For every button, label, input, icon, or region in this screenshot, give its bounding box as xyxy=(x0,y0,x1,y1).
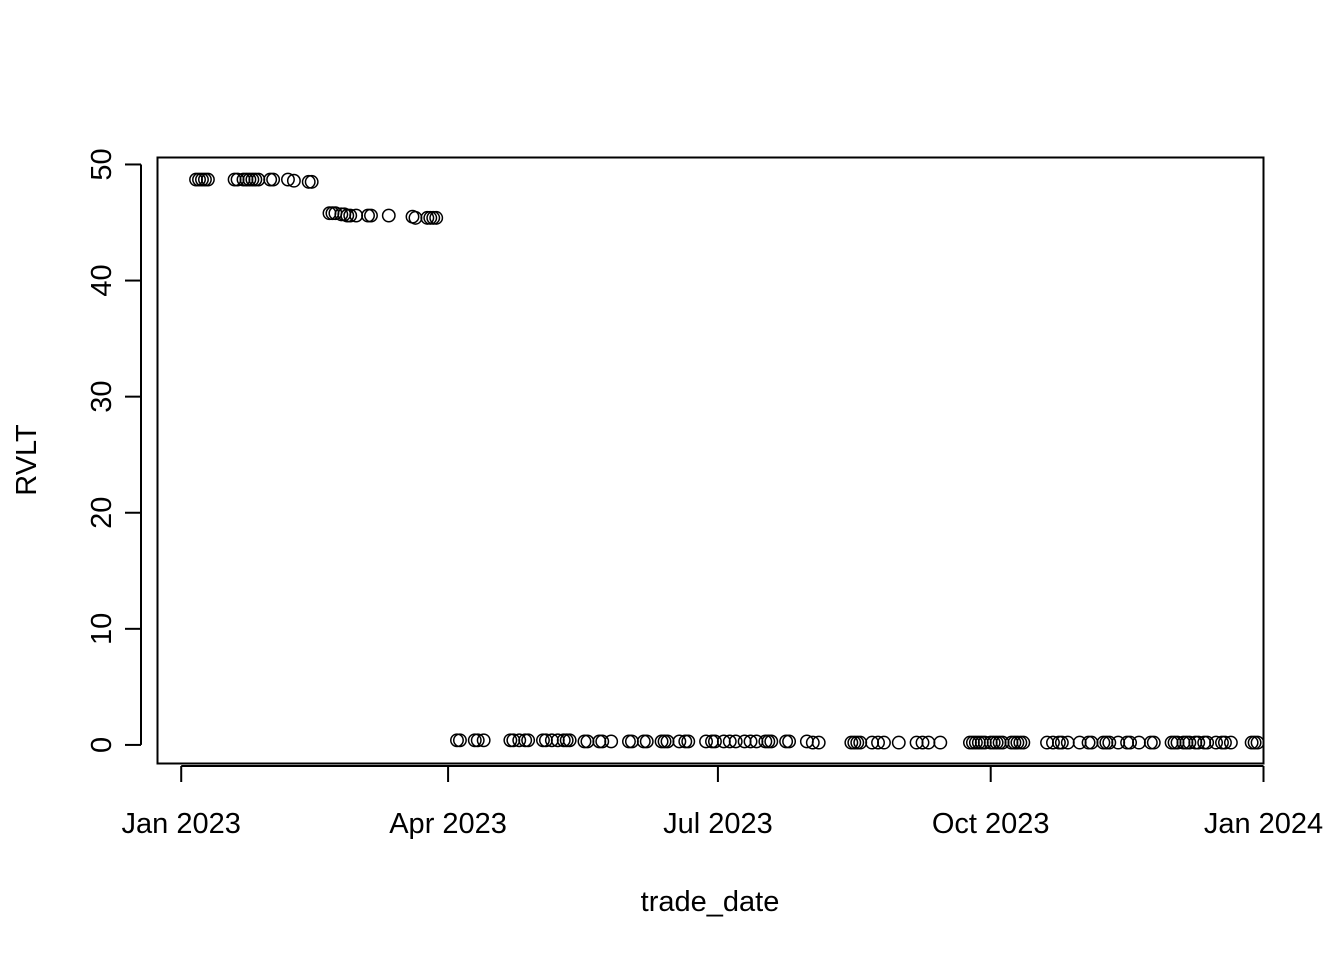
data-point xyxy=(381,208,396,223)
data-point xyxy=(286,173,301,188)
x-tick-label: Jan 2023 xyxy=(122,808,241,840)
data-point xyxy=(577,734,592,749)
data-point xyxy=(933,735,948,750)
data-point xyxy=(624,734,639,749)
data-point xyxy=(1200,735,1215,750)
data-point xyxy=(450,733,464,748)
data-point xyxy=(364,208,378,223)
data-point xyxy=(1084,735,1099,750)
data-point xyxy=(1054,735,1069,750)
data-point xyxy=(512,733,527,748)
data-point xyxy=(559,733,574,748)
data-point xyxy=(521,733,536,748)
y-axis-title: RVLT xyxy=(11,424,43,496)
data-point xyxy=(604,734,619,749)
data-point xyxy=(1247,735,1262,750)
data-point xyxy=(639,734,654,749)
y-tick-label: 20 xyxy=(86,497,118,529)
data-point xyxy=(476,733,491,748)
data-point xyxy=(266,172,281,187)
data-point xyxy=(891,735,906,750)
data-point xyxy=(592,734,607,749)
data-point xyxy=(681,734,696,749)
y-tick-label: 40 xyxy=(86,264,118,296)
data-point xyxy=(728,734,743,749)
data-point xyxy=(657,734,672,749)
data-point xyxy=(343,208,358,223)
data-point xyxy=(622,734,636,749)
data-point xyxy=(1182,735,1197,750)
data-point xyxy=(636,734,651,749)
data-point xyxy=(782,734,797,749)
data-point xyxy=(1218,735,1232,750)
data-point xyxy=(200,172,215,187)
y-tick-label: 30 xyxy=(86,381,118,413)
x-tick-label: Jan 2024 xyxy=(1204,808,1323,840)
x-tick-label: Apr 2023 xyxy=(389,808,507,840)
data-point xyxy=(722,734,737,749)
data-point xyxy=(877,735,891,750)
data-point xyxy=(361,208,375,223)
data-point xyxy=(562,733,577,748)
data-point xyxy=(429,210,444,225)
data-points xyxy=(189,172,1265,750)
data-point xyxy=(452,733,467,748)
data-point xyxy=(1223,735,1238,750)
data-point xyxy=(1099,735,1114,750)
x-tick-label: Oct 2023 xyxy=(932,808,1050,840)
data-point xyxy=(1123,735,1138,750)
data-point xyxy=(672,734,687,749)
data-point xyxy=(779,734,794,749)
data-point xyxy=(1250,735,1265,750)
data-point xyxy=(281,172,295,187)
data-point xyxy=(1120,735,1135,750)
y-tick-label: 50 xyxy=(86,148,118,180)
data-point xyxy=(263,172,278,187)
data-point xyxy=(1016,735,1031,750)
x-tick-label: Jul 2023 xyxy=(663,808,773,840)
data-point xyxy=(915,735,930,750)
x-axis: Jan 2023 Apr 2023 Jul 2023 Oct 2023 Jan 2024 xyxy=(122,765,1323,840)
data-point xyxy=(301,174,316,189)
data-point xyxy=(871,735,885,750)
data-point xyxy=(1046,735,1060,750)
data-point xyxy=(470,733,485,748)
data-point xyxy=(1209,735,1224,750)
plot-frame xyxy=(156,156,1265,765)
y-tick-label: 10 xyxy=(86,613,118,645)
data-point xyxy=(699,734,714,749)
data-point xyxy=(805,735,820,750)
y-axis: 0 10 20 30 40 50 xyxy=(86,148,142,753)
data-point xyxy=(761,734,776,749)
data-point xyxy=(764,734,779,749)
data-point xyxy=(1146,735,1161,750)
y-tick-label: 0 xyxy=(86,737,118,753)
data-point xyxy=(707,734,722,749)
data-point xyxy=(595,734,610,749)
data-point xyxy=(1143,735,1158,750)
data-point xyxy=(1081,735,1096,750)
x-axis-title: trade_date xyxy=(641,886,780,918)
data-point xyxy=(1191,735,1206,750)
data-point xyxy=(580,734,595,749)
data-point xyxy=(811,735,826,750)
data-point xyxy=(1132,735,1146,750)
data-point xyxy=(304,174,319,189)
data-point xyxy=(743,734,758,749)
data-point xyxy=(1102,735,1117,750)
